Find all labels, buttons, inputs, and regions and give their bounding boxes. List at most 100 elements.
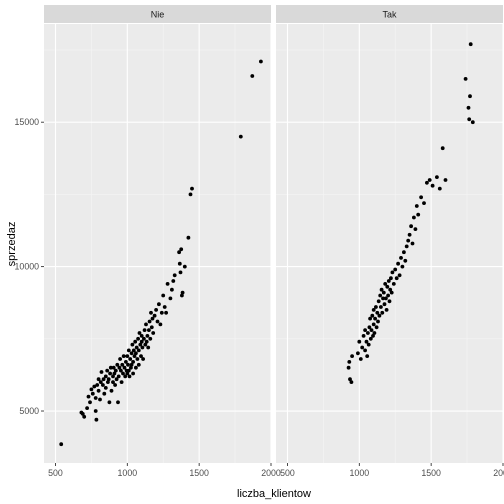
data-point	[430, 183, 435, 188]
x-tick-label: 1000	[118, 468, 138, 478]
data-point	[108, 371, 112, 376]
data-point	[129, 362, 134, 367]
data-point	[99, 370, 104, 374]
data-point	[422, 201, 426, 206]
data-point	[190, 186, 194, 191]
x-tick-label: 1500	[421, 468, 441, 478]
data-point	[142, 336, 146, 341]
facet-panel-tak: Tak 500 1000 1500 2000	[276, 5, 504, 478]
data-point	[466, 105, 471, 110]
data-point	[90, 391, 95, 396]
data-point	[396, 261, 400, 266]
data-point	[117, 365, 122, 370]
data-point	[103, 386, 108, 390]
data-point	[412, 215, 416, 220]
data-point	[96, 377, 101, 382]
data-point	[363, 328, 367, 332]
data-point	[414, 204, 419, 208]
data-point	[86, 394, 91, 399]
data-point	[368, 316, 372, 321]
data-point	[361, 334, 366, 338]
data-point	[125, 371, 130, 376]
data-point	[369, 328, 374, 332]
data-point	[142, 328, 147, 332]
data-point	[116, 374, 121, 379]
data-point	[402, 250, 406, 255]
data-point	[131, 360, 136, 364]
data-point	[113, 383, 117, 387]
x-axis-title: liczba_klientow	[237, 488, 311, 500]
data-point	[85, 406, 89, 410]
data-point	[59, 442, 64, 447]
data-point	[391, 282, 396, 286]
data-point	[387, 299, 392, 304]
data-point	[111, 380, 115, 384]
data-point	[102, 391, 107, 396]
x-tick-label: 500	[48, 468, 63, 478]
data-point	[403, 258, 408, 263]
data-point	[126, 368, 131, 373]
data-point	[126, 362, 130, 367]
data-point	[370, 313, 375, 318]
data-point	[150, 316, 155, 321]
data-point	[118, 357, 122, 361]
x-tick-label: 2000	[261, 468, 281, 478]
data-point	[346, 365, 351, 370]
data-point	[186, 235, 191, 240]
panel-background	[276, 24, 503, 463]
data-point	[155, 319, 160, 324]
data-point	[149, 325, 154, 330]
data-point	[133, 339, 138, 344]
data-point	[161, 293, 166, 298]
data-point	[141, 357, 146, 361]
data-point	[366, 342, 371, 347]
data-point	[147, 328, 151, 332]
data-point	[111, 374, 115, 379]
facet-strip-label: Tak	[382, 10, 397, 20]
data-point	[134, 351, 138, 356]
data-point	[89, 387, 94, 392]
data-point	[382, 302, 387, 307]
data-point	[165, 282, 170, 286]
x-tick-label: 2000	[493, 468, 504, 478]
data-point	[440, 146, 445, 151]
data-point	[144, 322, 148, 327]
data-point	[115, 362, 120, 367]
y-axis-title: sprzedaz	[6, 222, 18, 267]
data-point	[437, 186, 442, 191]
data-point	[171, 279, 176, 283]
data-point	[348, 377, 352, 382]
data-point	[368, 336, 373, 341]
x-tick-label: 1000	[350, 468, 370, 478]
data-point	[125, 354, 130, 358]
data-point	[139, 354, 143, 358]
data-point	[180, 290, 185, 295]
data-point	[92, 384, 97, 389]
data-point	[360, 345, 365, 350]
data-point	[413, 227, 418, 232]
data-point	[177, 261, 182, 266]
data-point	[162, 305, 167, 309]
data-point	[376, 319, 380, 324]
data-point	[397, 273, 402, 278]
panel-background	[44, 24, 271, 463]
facet-panel-nie: Nie 500 1000 1500 2000 5000 10000 15000	[15, 5, 281, 478]
data-point	[159, 310, 164, 315]
data-point	[366, 331, 370, 335]
data-point	[409, 224, 413, 229]
data-point	[180, 293, 184, 298]
data-point	[136, 336, 141, 341]
data-point	[406, 238, 411, 243]
data-point	[121, 371, 125, 376]
data-point	[94, 417, 99, 422]
data-point	[103, 374, 108, 379]
data-point	[140, 345, 145, 350]
data-point	[136, 362, 141, 367]
data-point	[168, 296, 173, 301]
data-point	[138, 342, 143, 347]
data-point	[105, 368, 110, 373]
data-point	[127, 374, 132, 379]
data-point	[128, 357, 133, 361]
data-point	[106, 380, 110, 384]
